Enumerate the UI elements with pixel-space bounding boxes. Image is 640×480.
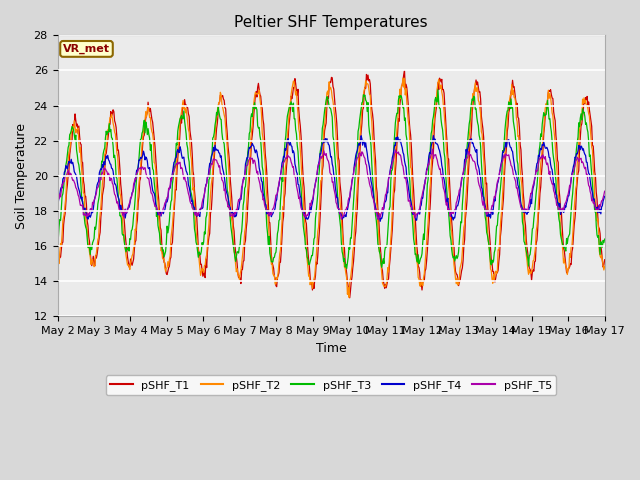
pSHF_T3: [601, 236, 609, 242]
pSHF_T4: [175, 150, 183, 156]
pSHF_T1: [204, 240, 212, 246]
pSHF_T3: [398, 98, 406, 104]
pSHF_T5: [398, 162, 406, 168]
pSHF_T5: [54, 196, 61, 202]
pSHF_T3: [120, 232, 127, 238]
pSHF_T1: [120, 213, 127, 218]
pSHF_T2: [399, 75, 407, 81]
Title: Peltier SHF Temperatures: Peltier SHF Temperatures: [234, 15, 428, 30]
Y-axis label: Soil Temperature: Soil Temperature: [15, 123, 28, 229]
pSHF_T2: [120, 234, 127, 240]
pSHF_T4: [120, 211, 127, 217]
Line: pSHF_T4: pSHF_T4: [58, 135, 605, 221]
pSHF_T2: [345, 294, 353, 300]
pSHF_T5: [375, 216, 383, 222]
pSHF_T5: [204, 173, 212, 179]
pSHF_T2: [415, 276, 423, 282]
pSHF_T2: [601, 264, 609, 269]
pSHF_T5: [120, 214, 127, 219]
pSHF_T3: [343, 265, 351, 271]
pSHF_T3: [204, 192, 212, 197]
pSHF_T1: [398, 82, 406, 87]
pSHF_T4: [63, 166, 71, 172]
Text: VR_met: VR_met: [63, 44, 110, 54]
X-axis label: Time: Time: [316, 342, 346, 355]
Line: pSHF_T2: pSHF_T2: [58, 78, 605, 297]
pSHF_T2: [63, 171, 71, 177]
pSHF_T3: [434, 87, 442, 93]
pSHF_T1: [175, 143, 183, 148]
pSHF_T5: [414, 211, 422, 216]
pSHF_T1: [401, 68, 408, 73]
pSHF_T5: [601, 188, 609, 194]
pSHF_T1: [601, 257, 609, 263]
pSHF_T4: [54, 199, 61, 205]
pSHF_T1: [54, 255, 61, 261]
pSHF_T3: [414, 252, 422, 258]
pSHF_T4: [204, 174, 212, 180]
pSHF_T3: [54, 245, 61, 251]
pSHF_T4: [414, 210, 422, 216]
Line: pSHF_T3: pSHF_T3: [58, 90, 605, 268]
Line: pSHF_T5: pSHF_T5: [58, 149, 605, 219]
pSHF_T3: [175, 120, 183, 126]
pSHF_T2: [398, 83, 406, 88]
pSHF_T5: [175, 160, 183, 166]
pSHF_T3: [63, 152, 71, 157]
pSHF_T2: [175, 131, 183, 137]
pSHF_T1: [415, 264, 423, 270]
Legend: pSHF_T1, pSHF_T2, pSHF_T3, pSHF_T4, pSHF_T5: pSHF_T1, pSHF_T2, pSHF_T3, pSHF_T4, pSHF…: [106, 375, 556, 395]
pSHF_T4: [601, 193, 609, 199]
pSHF_T4: [398, 145, 406, 151]
pSHF_T1: [63, 181, 71, 187]
Line: pSHF_T1: pSHF_T1: [58, 71, 605, 298]
pSHF_T4: [429, 132, 437, 138]
pSHF_T5: [429, 146, 436, 152]
pSHF_T2: [54, 266, 61, 272]
pSHF_T4: [376, 218, 384, 224]
pSHF_T5: [63, 169, 71, 175]
pSHF_T2: [204, 229, 212, 235]
pSHF_T1: [346, 295, 353, 300]
